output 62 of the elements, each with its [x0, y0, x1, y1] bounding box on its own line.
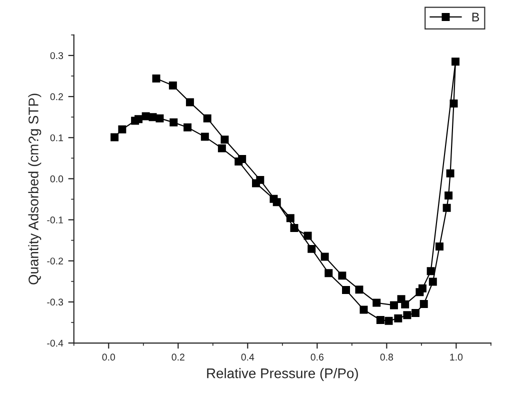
point	[426, 267, 435, 276]
point	[220, 136, 229, 144]
point	[200, 132, 209, 141]
x-tick-label: 0.4	[241, 354, 254, 361]
y-tick-label: -0.1	[47, 216, 63, 224]
x-tick-label: 0.2	[172, 354, 184, 361]
point	[286, 214, 294, 222]
y-tick-label: 0.3	[50, 52, 64, 60]
y-tick-label: 0.1	[50, 134, 63, 142]
point	[403, 311, 412, 320]
point	[412, 309, 420, 318]
point	[142, 112, 150, 120]
point	[238, 154, 246, 163]
point	[256, 176, 264, 184]
point	[384, 316, 393, 325]
point	[156, 114, 164, 122]
point	[452, 58, 460, 66]
x-tick-label: 0.0	[102, 354, 116, 361]
point	[324, 269, 333, 278]
point	[376, 316, 384, 324]
point	[320, 252, 329, 261]
point	[304, 232, 312, 240]
point	[428, 278, 437, 286]
x-axis-title: Relative Pressure (P/Po)	[207, 368, 358, 381]
point	[446, 169, 454, 178]
point	[272, 198, 281, 206]
point	[110, 133, 119, 142]
point	[170, 118, 178, 126]
point	[436, 242, 444, 250]
point	[290, 224, 298, 232]
point	[308, 244, 316, 253]
x-tick-label: 0.6	[310, 354, 324, 361]
y-tick-label: -0.3	[47, 298, 64, 306]
point	[372, 298, 381, 307]
point	[394, 314, 402, 322]
point	[420, 300, 428, 308]
point	[218, 144, 226, 152]
point	[390, 301, 398, 310]
x-tick-label: 1.0	[450, 354, 463, 361]
point	[450, 100, 458, 108]
point	[168, 81, 177, 90]
point	[134, 115, 143, 124]
y-axis-title: Quantity Adsorbed (cm?g STP)	[28, 94, 42, 284]
y-tick-label: 0.2	[50, 93, 63, 100]
x-tick-label: 0.8	[380, 354, 394, 361]
y-tick-label: 0.0	[50, 175, 64, 182]
y-tick-label: -0.4	[47, 340, 64, 347]
point	[397, 295, 406, 304]
point	[186, 98, 194, 106]
point	[152, 74, 160, 82]
point	[203, 114, 212, 122]
point	[184, 123, 192, 132]
point	[444, 192, 453, 200]
point	[355, 286, 364, 294]
y-tick-label: -0.2	[47, 258, 63, 264]
point	[342, 286, 350, 294]
legend-label: B	[472, 12, 480, 22]
point	[338, 272, 346, 280]
point	[118, 125, 126, 134]
point	[442, 204, 451, 212]
point	[416, 288, 424, 296]
point	[360, 306, 368, 314]
